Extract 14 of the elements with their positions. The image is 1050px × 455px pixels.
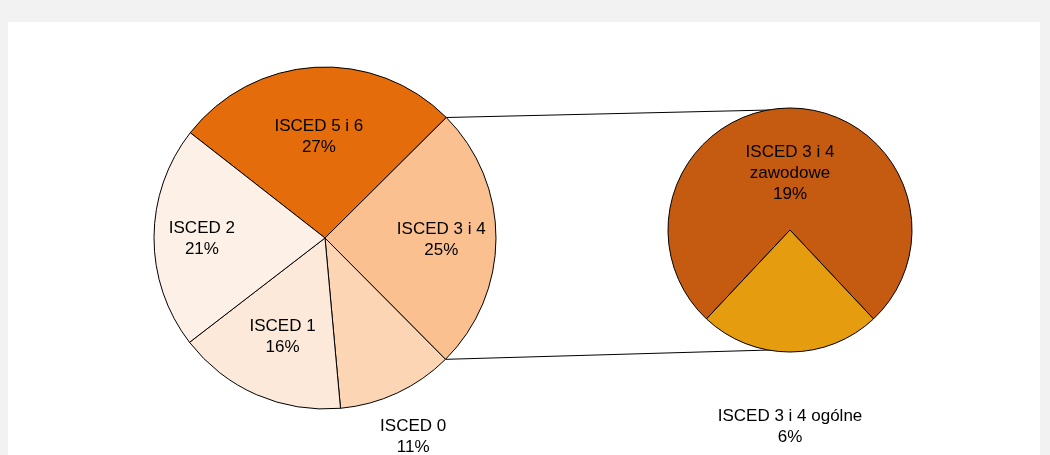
slice-label: ISCED 3 i 4 zawodowe <box>745 141 835 182</box>
slice-label: ISCED 1 <box>249 315 316 335</box>
data-label: 25% <box>424 239 459 259</box>
slice-label: ISCED 3 i 4 ogólne <box>717 405 863 425</box>
slice-label: ISCED 5 i 6 <box>274 116 364 136</box>
data-label: 16% <box>265 336 300 356</box>
slice-label: ISCED 2 <box>168 218 235 238</box>
data-label: 19% <box>772 183 808 203</box>
data-label: 11% <box>396 436 430 455</box>
slice-label: ISCED 0 <box>380 415 447 435</box>
data-label: 21% <box>184 239 219 259</box>
slice-label: ISCED 3 i 4 <box>396 218 486 238</box>
data-label: 27% <box>301 137 336 157</box>
data-label: 6% <box>777 426 803 446</box>
